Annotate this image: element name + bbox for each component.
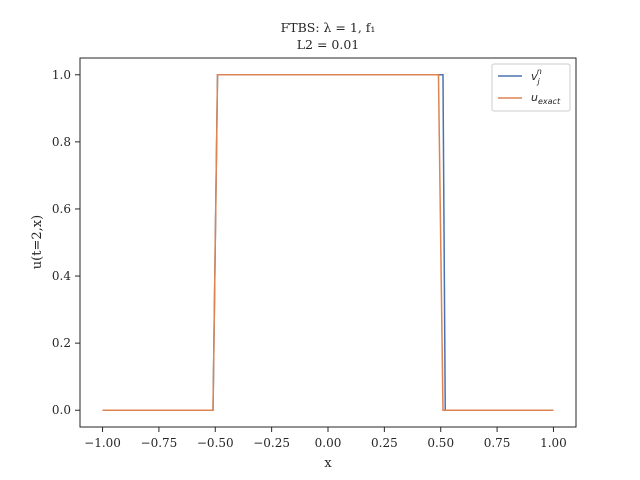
- x-tick-label: −0.75: [141, 436, 178, 450]
- y-tick-label: 0.6: [52, 202, 71, 216]
- y-tick-label: 0.4: [52, 269, 71, 283]
- legend-label-v: vjn: [531, 67, 542, 86]
- x-axis: −1.00 −0.75 −0.50 −0.25 0.00 0.25 0.50 0.75 1.00: [84, 427, 567, 450]
- y-axis: 0.0 0.2 0.4 0.6 0.8 1.0: [52, 68, 80, 417]
- x-tick-label: 1.00: [540, 436, 567, 450]
- y-tick-label: 0.0: [52, 403, 71, 417]
- x-tick-label: 0.00: [315, 436, 342, 450]
- series-line-u-exact: [102, 74, 554, 411]
- x-tick-label: 0.25: [371, 436, 398, 450]
- series-lines: [102, 74, 554, 411]
- chart-subtitle: L2 = 0.01: [297, 37, 360, 52]
- y-tick-label: 0.2: [52, 336, 71, 350]
- y-tick-label: 1.0: [52, 68, 71, 82]
- x-axis-label: x: [324, 456, 332, 471]
- x-tick-label: 0.50: [427, 436, 454, 450]
- x-tick-label: −0.25: [253, 436, 290, 450]
- y-axis-label: u(t=2,x): [30, 215, 45, 269]
- legend: vjn uexact: [491, 63, 571, 112]
- x-tick-label: −1.00: [84, 436, 121, 450]
- chart-title: FTBS: λ = 1, f₁: [281, 20, 376, 35]
- x-tick-label: 0.75: [484, 436, 511, 450]
- plot-area: [79, 57, 577, 428]
- y-tick-label: 0.8: [52, 135, 71, 149]
- x-tick-label: −0.50: [197, 436, 234, 450]
